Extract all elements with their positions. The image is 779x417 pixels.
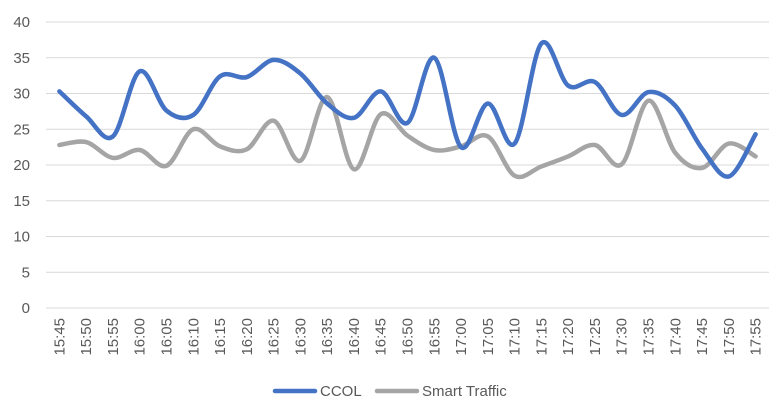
y-tick-label: 35 xyxy=(13,50,30,67)
x-tick-label: 17:50 xyxy=(721,318,738,356)
series-lines xyxy=(57,39,758,180)
x-tick-label: 17:40 xyxy=(667,318,684,356)
x-tick-label: 17:30 xyxy=(614,318,631,356)
x-tick-label: 16:35 xyxy=(319,318,336,356)
legend-label-ccol: CCOL xyxy=(320,383,362,400)
y-tick-label: 15 xyxy=(13,193,30,210)
x-tick-label: 16:05 xyxy=(159,318,176,356)
y-tick-label: 20 xyxy=(13,157,30,174)
x-tick-label: 15:55 xyxy=(105,318,122,356)
x-tick-label: 16:40 xyxy=(346,318,363,356)
y-axis-tick-labels: 0 5 10 15 20 25 30 35 40 xyxy=(13,14,30,317)
y-tick-label: 30 xyxy=(13,86,30,103)
x-tick-label: 16:45 xyxy=(373,318,390,356)
x-tick-label: 17:25 xyxy=(587,318,604,356)
gridlines xyxy=(46,21,769,309)
x-tick-label: 17:35 xyxy=(641,318,658,356)
x-tick-label: 15:45 xyxy=(51,318,68,356)
series-line-ccol xyxy=(57,39,758,179)
series-line-smart-traffic xyxy=(57,94,758,180)
y-tick-label: 5 xyxy=(22,264,30,281)
x-tick-label: 16:20 xyxy=(239,318,256,356)
x-tick-label: 16:15 xyxy=(212,318,229,356)
legend-label-smart-traffic: Smart Traffic xyxy=(422,383,507,400)
y-tick-label: 10 xyxy=(13,229,30,246)
x-tick-label: 17:05 xyxy=(480,318,497,356)
x-tick-label: 15:50 xyxy=(78,318,95,356)
x-tick-label: 17:10 xyxy=(507,318,524,356)
x-tick-label: 16:25 xyxy=(266,318,283,356)
x-tick-label: 17:20 xyxy=(560,318,577,356)
x-axis-tick-labels: 15:45 15:50 15:55 16:00 16:05 16:10 16:15 16:20… xyxy=(51,318,764,356)
y-tick-label: 0 xyxy=(22,300,30,317)
x-tick-label: 16:50 xyxy=(400,318,417,356)
y-tick-label: 40 xyxy=(13,14,30,31)
x-tick-label: 17:45 xyxy=(694,318,711,356)
legend: CCOL Smart Traffic xyxy=(272,383,507,400)
y-tick-label: 25 xyxy=(13,121,30,138)
x-tick-label: 17:55 xyxy=(748,318,765,356)
x-tick-label: 17:15 xyxy=(533,318,550,356)
x-tick-label: 16:00 xyxy=(132,318,149,356)
x-tick-label: 16:10 xyxy=(185,318,202,356)
x-tick-label: 17:00 xyxy=(453,318,470,356)
x-tick-label: 16:30 xyxy=(292,318,309,356)
x-tick-label: 16:55 xyxy=(426,318,443,356)
